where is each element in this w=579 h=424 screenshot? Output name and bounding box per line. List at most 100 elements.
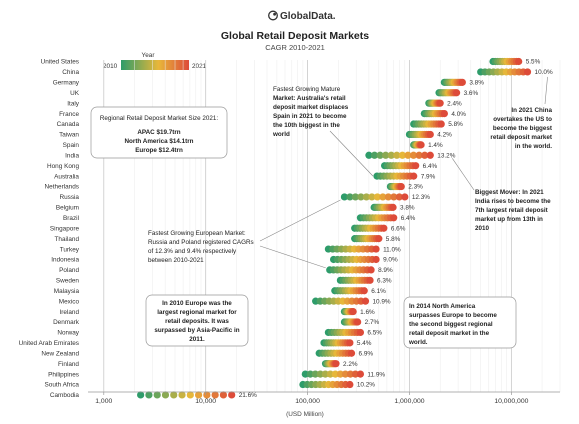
year-point bbox=[365, 151, 373, 159]
country-series bbox=[405, 130, 434, 139]
year-point bbox=[351, 193, 360, 201]
annotation-text: Fastest Growing European Market: bbox=[148, 230, 246, 237]
year-point bbox=[375, 235, 383, 243]
cagr-label: 1.6% bbox=[360, 309, 375, 316]
year-point bbox=[395, 193, 403, 201]
country-label: Cambodia bbox=[50, 392, 80, 399]
year-point bbox=[170, 391, 178, 399]
x-tick-label: 1,000 bbox=[95, 398, 112, 405]
annotation-text: Regional Retail Deposit Market Size 2021… bbox=[100, 115, 219, 122]
chart-title: Global Retail Deposit Markets bbox=[221, 30, 369, 42]
annotation-text: market up from 13th in bbox=[475, 216, 543, 223]
annotation-european: Fastest Growing European Market: Russia … bbox=[148, 230, 254, 264]
year-point bbox=[360, 287, 368, 295]
country-series bbox=[321, 360, 340, 368]
year-point bbox=[351, 370, 360, 378]
annotation-text: In 2014 North America bbox=[409, 303, 476, 310]
year-point bbox=[370, 151, 379, 159]
year-point bbox=[409, 151, 418, 159]
annotation-text: APAC $19.7trn bbox=[137, 129, 180, 136]
annotation-text: Russia and Poland registered CAGRs bbox=[148, 239, 254, 246]
year-point bbox=[331, 370, 339, 378]
year-point bbox=[401, 193, 409, 201]
annotation-text: become the biggest bbox=[493, 125, 553, 132]
cagr-label: 21.6% bbox=[239, 392, 257, 399]
connector-line bbox=[259, 199, 341, 242]
country-label: Spain bbox=[63, 142, 80, 149]
cagr-label: 3.8% bbox=[400, 205, 415, 212]
year-point bbox=[376, 151, 384, 159]
cagr-label: 3.8% bbox=[469, 80, 484, 87]
year-point bbox=[194, 391, 203, 399]
country-series bbox=[331, 287, 368, 295]
country-series bbox=[299, 380, 354, 389]
x-tick-label: 1,000,000 bbox=[394, 398, 424, 405]
cagr-label: 6.1% bbox=[371, 288, 386, 295]
annotation-text-part: Market: bbox=[273, 95, 295, 102]
year-point bbox=[357, 193, 365, 201]
year-point bbox=[178, 391, 186, 399]
year-point bbox=[398, 151, 406, 159]
year-point bbox=[440, 110, 448, 118]
annotation-text: 2011. bbox=[189, 336, 205, 343]
country-series bbox=[324, 328, 365, 337]
country-series bbox=[373, 172, 418, 180]
legend-end-label: 2021 bbox=[192, 63, 207, 70]
annotation-regional: Regional Retail Deposit Market Size 2021… bbox=[90, 106, 228, 159]
year-point bbox=[346, 193, 354, 201]
year-point bbox=[362, 193, 370, 201]
year-point bbox=[219, 391, 228, 399]
country-label: Singapore bbox=[50, 225, 80, 232]
annotation-text: Biggest Mover: In 2021 bbox=[475, 189, 544, 196]
country-series bbox=[312, 297, 370, 305]
country-series bbox=[320, 339, 354, 347]
annotation-text-part: Biggest Mover: bbox=[475, 189, 520, 196]
year-point bbox=[390, 193, 398, 201]
country-label: Belgium bbox=[56, 205, 79, 212]
cagr-label: 9.0% bbox=[383, 257, 398, 264]
year-point bbox=[384, 193, 392, 201]
cagr-label: 2.2% bbox=[343, 361, 358, 368]
year-point bbox=[372, 245, 380, 253]
year-point bbox=[415, 151, 423, 159]
country-label: Sweden bbox=[56, 278, 80, 285]
year-point bbox=[523, 68, 532, 76]
country-label: United Arab Emirates bbox=[19, 340, 79, 347]
year-point bbox=[347, 349, 356, 357]
year-point bbox=[211, 391, 219, 399]
country-label: Ireland bbox=[59, 309, 79, 316]
annotation-text: North America $14.1trn bbox=[124, 138, 193, 145]
annotation-text-part: In 2021 bbox=[520, 189, 544, 196]
year-point bbox=[453, 89, 461, 97]
annotation-text: Market: Australia's retail bbox=[273, 95, 346, 102]
annotation-text: Spain in 2021 to become bbox=[273, 113, 347, 120]
country-series bbox=[340, 193, 409, 201]
country-label: Denmark bbox=[53, 319, 80, 326]
year-point bbox=[390, 214, 398, 222]
annotation-text: In 2010 Europe was the bbox=[162, 300, 232, 307]
cagr-label: 6.5% bbox=[367, 330, 382, 337]
year-point bbox=[387, 151, 395, 159]
year-point bbox=[379, 193, 387, 201]
country-label: France bbox=[59, 111, 79, 118]
country-label: Poland bbox=[59, 267, 79, 274]
country-label: Indonesia bbox=[51, 257, 79, 264]
cagr-label: 7.9% bbox=[421, 173, 436, 180]
annotation-text: 7th largest retail deposit bbox=[475, 207, 549, 214]
cagr-label: 2.7% bbox=[365, 319, 380, 326]
cagr-label: 11.9% bbox=[367, 371, 385, 378]
year-point bbox=[426, 130, 434, 139]
year-point bbox=[137, 391, 145, 399]
year-point bbox=[326, 370, 334, 378]
country-series bbox=[440, 78, 466, 86]
year-point bbox=[380, 224, 388, 232]
cagr-label: 5.5% bbox=[526, 59, 541, 66]
country-label: South Africa bbox=[45, 382, 80, 389]
connector-line bbox=[452, 158, 475, 191]
year-point bbox=[346, 339, 354, 347]
cagr-label: 6.4% bbox=[423, 163, 438, 170]
country-label: Hong Kong bbox=[47, 163, 79, 170]
annotation-text: Fastest Growing Mature bbox=[273, 86, 341, 93]
annotation-box bbox=[145, 294, 249, 347]
